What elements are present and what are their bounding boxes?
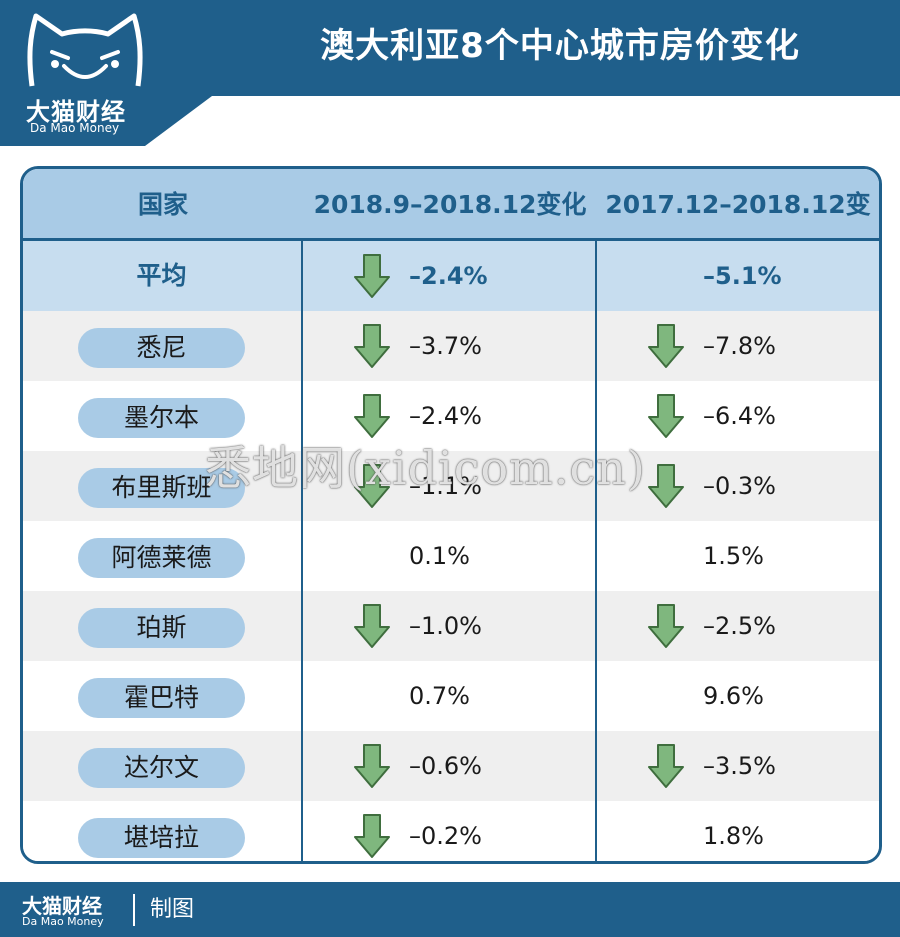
city-label: 霍巴特 [78, 678, 245, 718]
table-row: 墨尔本 –2.4% –6.4% [23, 381, 879, 451]
year-change-value: –7.8% [703, 332, 776, 360]
down-arrow-icon [354, 324, 390, 368]
footer-made-by: 制图 [150, 897, 195, 922]
city-label: 达尔文 [78, 748, 245, 788]
city-label: 墨尔本 [78, 398, 245, 438]
table-row: 堪培拉 –0.2% 1.8% [23, 801, 879, 861]
down-arrow-icon [648, 324, 684, 368]
column-divider [301, 241, 303, 861]
down-arrow-icon [354, 814, 390, 858]
city-label: 阿德莱德 [78, 538, 245, 578]
footer-brand-cn: 大猫财经 [22, 894, 102, 918]
quarter-change-value: –1.0% [409, 612, 482, 640]
page-title: 澳大利亚8个中心城市房价变化 [320, 26, 800, 66]
down-arrow-icon [648, 604, 684, 648]
table-row: 达尔文 –0.6% –3.5% [23, 731, 879, 801]
quarter-change-value: –2.4% [409, 402, 482, 430]
table-row: 阿德莱德 0.1% 1.5% [23, 521, 879, 591]
down-arrow-icon [354, 254, 390, 298]
column-divider [595, 241, 597, 861]
year-change-value: –6.4% [703, 402, 776, 430]
column-header-country: 国家 [137, 190, 188, 219]
footer-divider [133, 894, 135, 926]
year-change-value: –5.1% [703, 262, 782, 290]
table-row: 霍巴特 0.7% 9.6% [23, 661, 879, 731]
footer-brand-en: Da Mao Money [22, 915, 104, 928]
year-change-value: 9.6% [703, 682, 764, 710]
down-arrow-icon [354, 604, 390, 648]
down-arrow-icon [354, 394, 390, 438]
table-header-row: 国家 2018.9–2018.12变化 2017.12–2018.12变化 [23, 169, 879, 291]
year-change-value: 1.5% [703, 542, 764, 570]
footer-bar: 大猫财经 Da Mao Money 制图 [0, 882, 900, 937]
down-arrow-icon [648, 394, 684, 438]
watermark-text: 悉地网(xidicom.cn) [205, 441, 646, 495]
quarter-change-value: –0.6% [409, 752, 482, 780]
logo-block: 大猫财经 Da Mao Money [0, 0, 212, 146]
average-label: 平均 [136, 261, 187, 290]
table-row: 悉尼 –3.7% –7.8% [23, 311, 879, 381]
table-row-average: 平均 –2.4% –5.1% [23, 241, 879, 311]
city-label: 堪培拉 [78, 818, 245, 858]
down-arrow-icon [354, 744, 390, 788]
quarter-change-value: –2.4% [409, 262, 488, 290]
logo-brand-en: Da Mao Money [30, 121, 120, 135]
city-label: 珀斯 [78, 608, 245, 648]
table-row: 布里斯班 –1.1% –0.3% [23, 451, 879, 521]
down-arrow-icon [354, 464, 390, 508]
quarter-change-value: –0.2% [409, 822, 482, 850]
down-arrow-icon [648, 744, 684, 788]
table-row: 珀斯 –1.0% –2.5% [23, 591, 879, 661]
city-label: 悉尼 [78, 328, 245, 368]
quarter-change-value: 0.7% [409, 682, 470, 710]
quarter-change-value: 0.1% [409, 542, 470, 570]
cat-logo-icon [27, 13, 143, 87]
year-change-value: –2.5% [703, 612, 776, 640]
year-change-value: 1.8% [703, 822, 764, 850]
city-label: 布里斯班 [78, 468, 245, 508]
price-table: 国家 2018.9–2018.12变化 2017.12–2018.12变化 平均… [20, 166, 882, 864]
column-header-year-change: 2017.12–2018.12变化 [605, 190, 871, 291]
column-header-quarter-change: 2018.9–2018.12变化 [313, 190, 587, 219]
logo-brand-cn: 大猫财经 [26, 98, 126, 126]
year-change-value: –3.5% [703, 752, 776, 780]
year-change-value: –0.3% [703, 472, 776, 500]
quarter-change-value: –3.7% [409, 332, 482, 360]
down-arrow-icon [648, 464, 684, 508]
quarter-change-value: –1.1% [409, 472, 482, 500]
